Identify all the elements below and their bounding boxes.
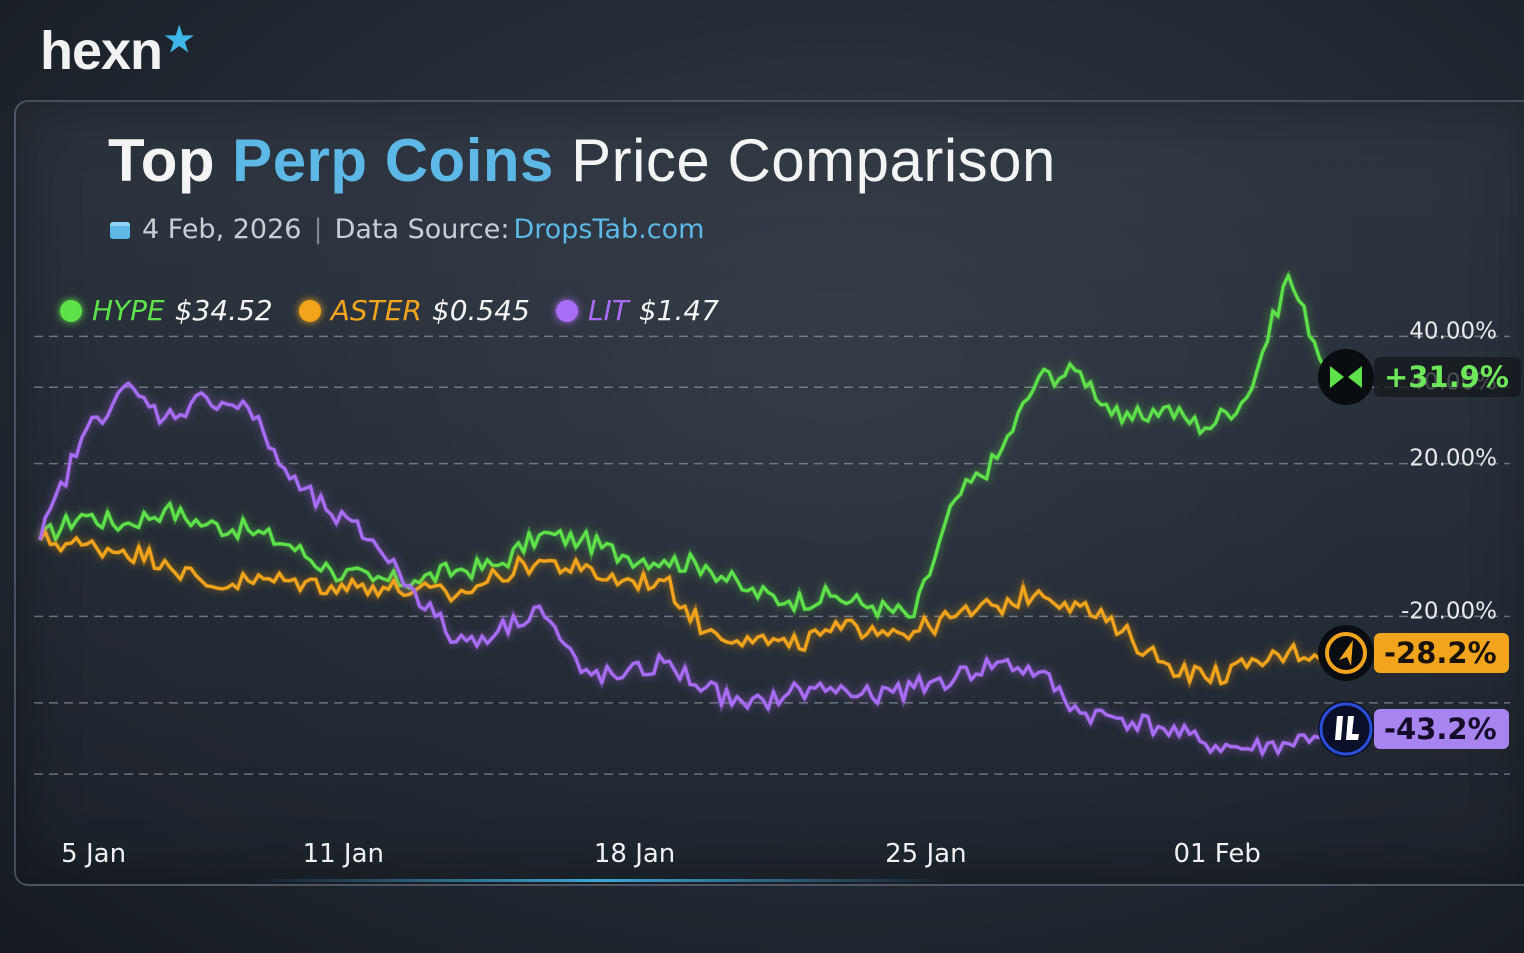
legend-dot-aster <box>298 299 321 322</box>
legend-name-aster: ASTER <box>330 294 422 327</box>
x-tick-label-1: 11 Jan <box>303 839 384 869</box>
legend-price-aster: $0.545 <box>431 294 530 327</box>
chart-title: Top Perp Coins Price Comparison <box>108 126 1056 195</box>
lit-change-badge: -43.2% <box>1374 709 1509 750</box>
legend-name-hype: HYPE <box>92 294 165 327</box>
hype-change-badge: +31.9% <box>1374 357 1521 398</box>
y-tick-label-2: 20.00% <box>1409 446 1497 472</box>
aster-change-badge: -28.2% <box>1374 633 1509 674</box>
x-tick-label-3: 25 Jan <box>885 839 966 869</box>
legend-dot-hype <box>60 299 82 322</box>
series-line-lit <box>38 381 1332 756</box>
brand-logo: hexn★ <box>40 20 195 82</box>
x-tick-label-2: 18 Jan <box>594 839 675 869</box>
title-part-2: Perp Coins <box>232 127 554 194</box>
legend-item-lit: LIT $1.47 <box>555 294 720 327</box>
x-tick-label-4: 01 Feb <box>1173 839 1260 869</box>
legend-price-lit: $1.47 <box>638 294 720 327</box>
legend-dot-lit <box>555 299 578 322</box>
series-lines <box>38 270 1332 760</box>
title-part-3: Price Comparison <box>571 127 1056 194</box>
aster-coin-icon <box>1317 624 1375 682</box>
y-tick-label-0: 40.00% <box>1409 318 1497 344</box>
chart-date: 4 Feb, 2026 <box>142 214 302 245</box>
lit-coin-icon <box>1317 700 1375 758</box>
data-source-label: Data Source: <box>334 214 510 245</box>
brand-name: hexn <box>40 21 163 81</box>
x-tick-label-0: 5 Jan <box>61 839 126 869</box>
meta-separator: | <box>313 214 323 245</box>
series-line-hype <box>38 273 1332 619</box>
legend-item-hype: HYPE $34.52 <box>60 294 273 327</box>
panel-glow <box>250 879 950 882</box>
series-glow-hype <box>38 270 1332 622</box>
chart-meta: 4 Feb, 2026 | Data Source: DropsTab.com <box>110 214 704 245</box>
chart-legend: HYPE $34.52 ASTER $0.545 LIT $1.47 <box>60 294 745 327</box>
data-source-link[interactable]: DropsTab.com <box>513 214 705 245</box>
hype-coin-icon <box>1317 348 1375 406</box>
y-tick-label-3: -20.00% <box>1401 598 1497 624</box>
legend-item-aster: ASTER $0.545 <box>298 294 530 327</box>
legend-price-hype: $34.52 <box>174 294 273 327</box>
series-line-aster <box>38 530 1332 686</box>
brand-star-icon: ★ <box>164 21 195 59</box>
calendar-icon <box>110 222 130 239</box>
chart-panel <box>14 100 1524 886</box>
legend-name-lit: LIT <box>587 294 629 327</box>
grid-lines <box>34 335 1510 775</box>
title-part-1: Top <box>108 127 215 194</box>
x-axis-ticks: 5 Jan 11 Jan 18 Jan 25 Jan 01 Feb <box>61 839 1261 869</box>
